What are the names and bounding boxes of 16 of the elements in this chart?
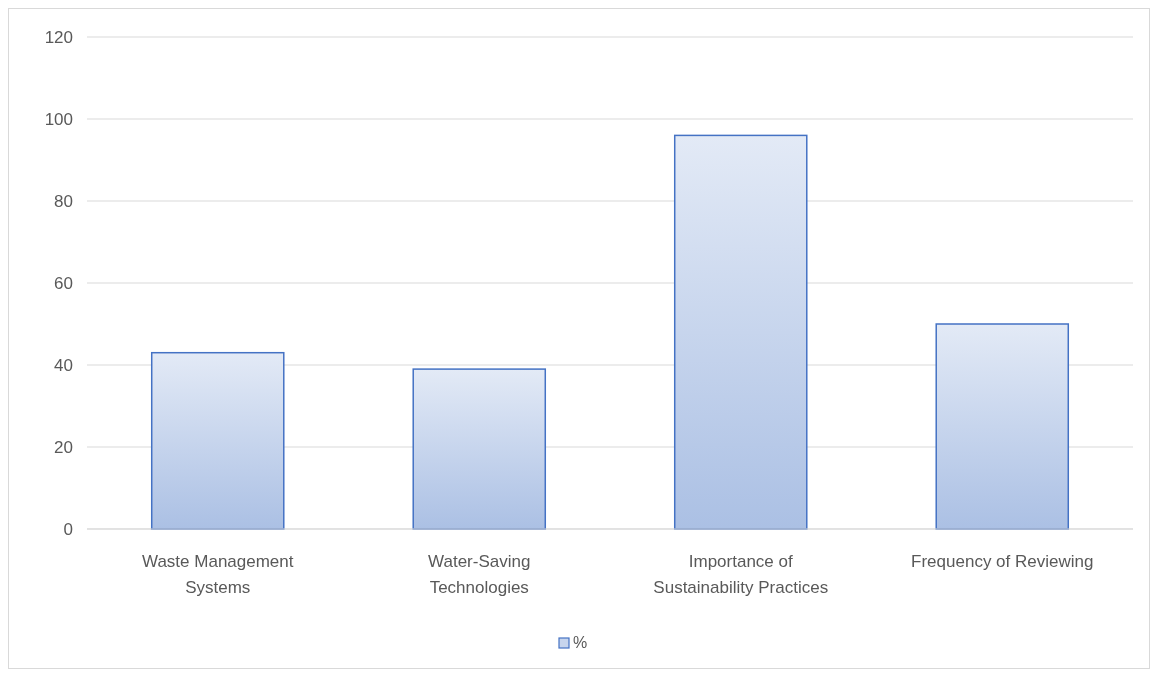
legend-label: % (573, 634, 588, 651)
y-tick-label: 0 (63, 519, 73, 539)
y-tick-label: 80 (54, 191, 73, 211)
bar (412, 368, 547, 530)
y-tick-label: 40 (54, 355, 73, 375)
y-tick-label: 60 (54, 273, 73, 293)
y-tick-label: 20 (54, 437, 73, 457)
x-tick-label: Water-Saving Technologies (428, 552, 531, 597)
y-tick-label: 120 (44, 27, 73, 47)
x-tick-label: Importance of Sustainability Practices (653, 552, 829, 597)
y-tick-label: 100 (44, 109, 73, 129)
bar (150, 351, 285, 530)
bar (673, 134, 808, 530)
bar (935, 323, 1070, 530)
x-tick-label: Frequency of Reviewing (911, 552, 1094, 571)
x-tick-label: Waste Management Systems (142, 552, 294, 597)
